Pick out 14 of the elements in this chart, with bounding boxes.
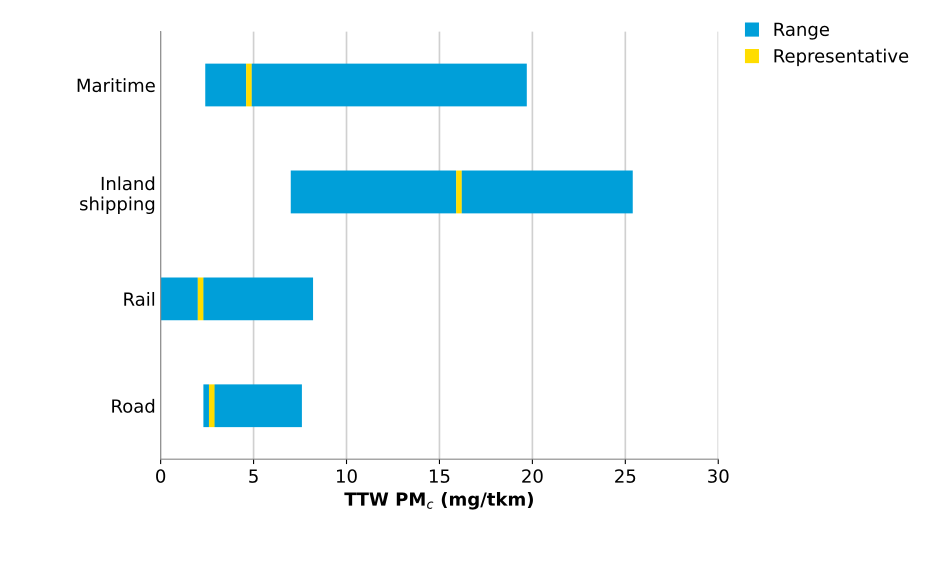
y-tick-label: Maritime <box>78 78 155 92</box>
x-axis-title: TTW PM$_{c}$ (mg/tkm) <box>344 492 533 510</box>
x-tick-label: 5 <box>249 469 258 483</box>
legend-label: Representative <box>774 48 908 66</box>
x-tick-label: 0 <box>156 469 166 483</box>
x-tick-label: 20 <box>522 469 543 483</box>
legend-label: Range <box>774 22 829 40</box>
y-tick-label: Inland shipping <box>80 176 154 214</box>
x-tick-label: 30 <box>708 469 729 483</box>
x-tick-label: 10 <box>337 469 357 483</box>
x-tick-label: 25 <box>615 469 636 483</box>
y-tick-label: Road <box>112 398 154 413</box>
y-tick-label: Rail <box>124 292 154 306</box>
x-tick-label: 15 <box>430 469 450 483</box>
